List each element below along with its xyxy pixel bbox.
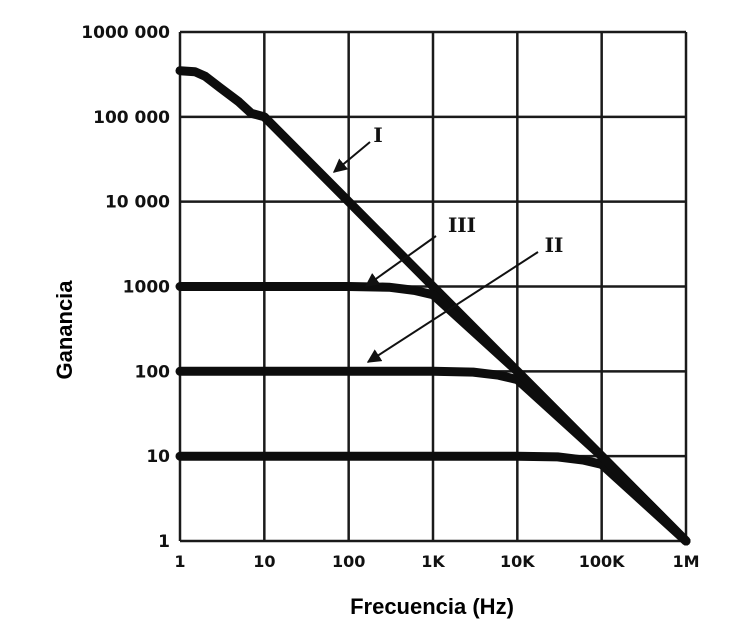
x-tick-label: 100	[332, 552, 365, 571]
annotation-arrow	[364, 235, 437, 287]
annotation-label: III	[448, 213, 476, 237]
x-tick-label: 10K	[500, 552, 535, 571]
annotation-arrow	[366, 251, 539, 363]
y-tick-label: 1	[158, 532, 170, 552]
x-axis-title: Frecuencia (Hz)	[350, 594, 514, 619]
x-tick-label: 1K	[421, 552, 445, 571]
series-curves	[175, 66, 691, 546]
series-line	[175, 451, 691, 546]
y-tick-label: 10 000	[105, 193, 170, 213]
x-tick-label: 100K	[579, 552, 625, 571]
y-tick-label: 1000 000	[81, 23, 170, 43]
y-tick-label: 100	[135, 362, 171, 382]
y-tick-label: 100 000	[93, 108, 170, 128]
x-tick-labels: 1 10 100 1K 10K 100K 1M	[174, 552, 699, 571]
y-axis-title: Ganancia	[52, 280, 77, 380]
annotation-label: I	[373, 123, 382, 147]
x-tick-label: 10	[253, 552, 275, 571]
y-tick-label: 10	[146, 447, 170, 467]
annotation-label: II	[545, 233, 564, 257]
x-tick-label: 1	[174, 552, 185, 571]
series-line	[175, 282, 691, 546]
x-tick-label: 1M	[672, 552, 699, 571]
annotation-arrow	[332, 141, 371, 173]
y-tick-labels: 1 10 100 1000 10 000 100 000 1000 000	[81, 23, 170, 552]
y-tick-label: 1000	[123, 278, 170, 298]
